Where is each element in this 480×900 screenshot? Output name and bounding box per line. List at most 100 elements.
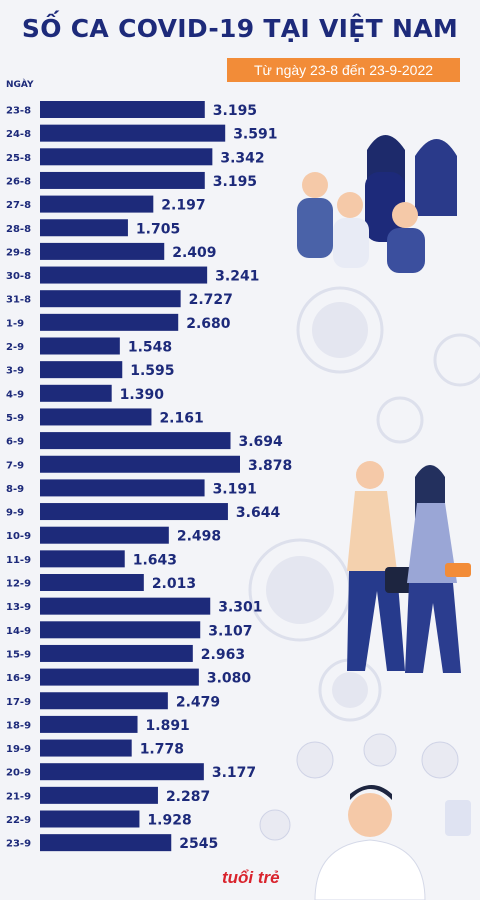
value-label: 1.891 (146, 718, 190, 734)
axis-header: NGÀY (6, 80, 34, 90)
bar (40, 290, 181, 308)
category-label: 11-9 (6, 555, 31, 566)
category-label: 1-9 (6, 318, 24, 329)
value-label: 1.643 (133, 552, 177, 568)
bar (40, 526, 169, 544)
value-label: 1.548 (128, 340, 172, 356)
bar (40, 786, 158, 804)
bar (40, 597, 211, 615)
bar (40, 337, 120, 355)
crowd-illustration (297, 135, 457, 273)
value-label: 3.591 (233, 127, 277, 143)
category-label: 27-8 (6, 200, 31, 211)
value-label: 3.177 (212, 765, 256, 781)
category-label: 4-9 (6, 389, 24, 400)
bar (40, 503, 228, 521)
tuoi-tre-logo: tuổi trẻ (222, 868, 280, 887)
category-label: 8-9 (6, 484, 24, 495)
bar (40, 621, 201, 639)
bar (40, 763, 204, 781)
category-label: 2-9 (6, 342, 24, 353)
value-label: 2.498 (177, 529, 221, 545)
value-label: 3.878 (248, 458, 292, 474)
bar (40, 101, 205, 118)
bar (40, 810, 140, 828)
bar (40, 574, 144, 591)
bar (40, 668, 199, 686)
category-label: 17-9 (6, 697, 31, 708)
category-label: 12-9 (6, 579, 31, 590)
category-label: 3-9 (6, 366, 24, 377)
category-label: 19-9 (6, 744, 31, 755)
bar (40, 242, 165, 260)
category-label: 29-8 (6, 247, 31, 258)
value-label: 3.644 (236, 505, 281, 521)
value-label: 3.080 (207, 671, 252, 687)
category-label: 20-9 (6, 768, 31, 779)
category-label: 5-9 (6, 413, 24, 424)
value-label: 2545 (179, 836, 218, 852)
value-label: 1.595 (130, 363, 174, 379)
value-label: 1.390 (120, 387, 165, 403)
value-label: 2.287 (166, 789, 210, 805)
value-label: 3.241 (215, 269, 259, 285)
bar (40, 124, 226, 142)
value-label: 3.301 (218, 600, 262, 616)
category-label: 24-8 (6, 129, 31, 140)
bar (40, 479, 205, 497)
bar (40, 455, 240, 473)
bar (40, 171, 205, 189)
bar (40, 219, 128, 237)
bar (40, 644, 193, 662)
category-label: 6-9 (6, 437, 24, 448)
doctor-illustration (259, 733, 471, 900)
category-label: 21-9 (6, 791, 31, 802)
value-label: 2.479 (176, 694, 220, 710)
bar (40, 692, 168, 710)
category-label: 15-9 (6, 649, 31, 660)
bar (40, 408, 152, 426)
value-label: 1.705 (136, 221, 180, 237)
value-label: 2.680 (186, 316, 231, 332)
value-label: 2.727 (189, 292, 233, 308)
value-label: 3.107 (208, 623, 252, 639)
value-label: 3.191 (213, 481, 257, 497)
value-label: 3.195 (213, 174, 257, 190)
bar (40, 550, 125, 568)
category-label: 14-9 (6, 626, 31, 637)
date-range-badge: Từ ngày 23-8 đến 23-9-2022 (227, 58, 460, 82)
value-label: 1.778 (140, 742, 184, 758)
category-label: 22-9 (6, 815, 31, 826)
value-label: 3.342 (220, 150, 264, 166)
value-label: 3.694 (239, 434, 284, 450)
bar (40, 195, 154, 213)
value-label: 2.963 (201, 647, 245, 663)
bar (40, 834, 172, 852)
bar (40, 739, 132, 757)
page-title: SỐ CA COVID-19 TẠI VIỆT NAM (21, 14, 459, 43)
category-label: 25-8 (6, 153, 31, 164)
category-label: 10-9 (6, 531, 31, 542)
value-label: 2.013 (152, 576, 196, 592)
category-label: 18-9 (6, 720, 31, 731)
bar (40, 432, 231, 450)
value-label: 2.197 (161, 198, 205, 214)
value-label: 1.928 (147, 813, 191, 829)
bar (40, 715, 138, 733)
value-label: 2.161 (159, 410, 203, 426)
bar (40, 384, 112, 402)
category-label: 26-8 (6, 176, 31, 187)
bar (40, 361, 123, 379)
category-label: 28-8 (6, 224, 31, 235)
category-label: 23-8 (6, 106, 31, 117)
category-label: 30-8 (6, 271, 31, 282)
couple-illustration (347, 461, 471, 673)
value-label: 3.195 (213, 103, 257, 119)
category-label: 9-9 (6, 508, 24, 519)
category-label: 16-9 (6, 673, 31, 684)
bar (40, 266, 208, 284)
bar (40, 313, 179, 331)
value-label: 2.409 (172, 245, 216, 261)
category-label: 23-9 (6, 839, 31, 850)
